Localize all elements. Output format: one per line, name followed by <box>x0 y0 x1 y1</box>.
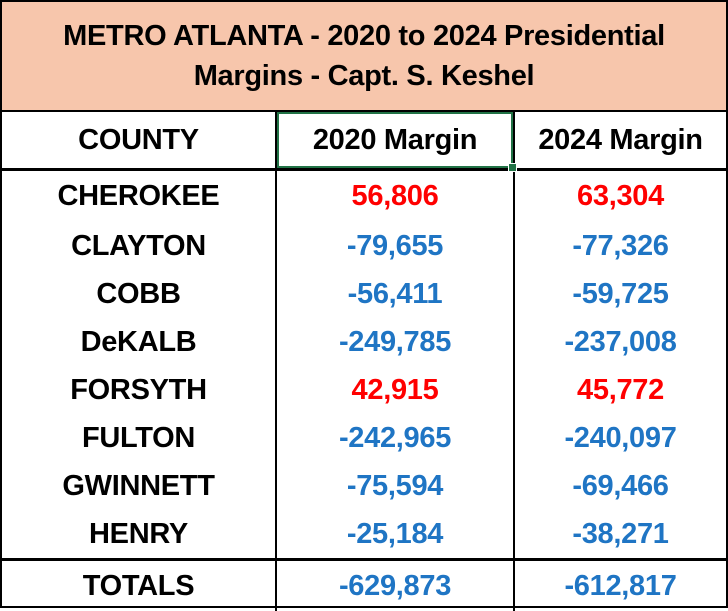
county-cell[interactable]: GWINNETT <box>2 462 276 510</box>
county-cell[interactable]: DeKALB <box>2 318 276 366</box>
county-cell[interactable]: CHEROKEE <box>2 170 276 223</box>
margin-2020-cell[interactable]: 42,915 <box>276 366 514 414</box>
table-row: CLAYTON-79,655-77,326 <box>2 222 726 270</box>
county-cell[interactable]: FULTON <box>2 414 276 462</box>
margin-2020-cell[interactable]: -79,655 <box>276 222 514 270</box>
totals-label[interactable]: TOTALS <box>2 560 276 611</box>
table-row: GWINNETT-75,594-69,466 <box>2 462 726 510</box>
margin-2020-cell[interactable]: -56,411 <box>276 270 514 318</box>
margin-2024-cell[interactable]: 63,304 <box>514 170 726 223</box>
margin-2024-cell[interactable]: -59,725 <box>514 270 726 318</box>
margin-2020-cell[interactable]: -75,594 <box>276 462 514 510</box>
fill-handle[interactable] <box>508 163 517 172</box>
table-row: DeKALB-249,785-237,008 <box>2 318 726 366</box>
table-row: COBB-56,411-59,725 <box>2 270 726 318</box>
title-line-2: Margins - Capt. S. Keshel <box>194 56 535 96</box>
header-row: COUNTY 2020 Margin 2024 Margin <box>2 112 726 170</box>
county-cell[interactable]: CLAYTON <box>2 222 276 270</box>
county-cell[interactable]: COBB <box>2 270 276 318</box>
totals-row: TOTALS -629,873 -612,817 <box>2 560 726 611</box>
table-row: FULTON-242,965-240,097 <box>2 414 726 462</box>
margin-2024-cell[interactable]: -237,008 <box>514 318 726 366</box>
totals-2024[interactable]: -612,817 <box>514 560 726 611</box>
header-2024-margin[interactable]: 2024 Margin <box>514 112 726 170</box>
table-row: HENRY-25,184-38,271 <box>2 510 726 560</box>
title-line-1: METRO ATLANTA - 2020 to 2024 Presidentia… <box>63 16 665 56</box>
margin-2020-cell[interactable]: 56,806 <box>276 170 514 223</box>
margin-2020-cell[interactable]: -242,965 <box>276 414 514 462</box>
header-2020-label: 2020 Margin <box>313 124 477 156</box>
margin-2024-cell[interactable]: -69,466 <box>514 462 726 510</box>
margin-2020-cell[interactable]: -249,785 <box>276 318 514 366</box>
margin-2024-cell[interactable]: -38,271 <box>514 510 726 560</box>
margin-2024-cell[interactable]: -77,326 <box>514 222 726 270</box>
header-county[interactable]: COUNTY <box>2 112 276 170</box>
county-cell[interactable]: FORSYTH <box>2 366 276 414</box>
header-2020-margin[interactable]: 2020 Margin <box>276 112 514 170</box>
margin-2020-cell[interactable]: -25,184 <box>276 510 514 560</box>
margin-2024-cell[interactable]: 45,772 <box>514 366 726 414</box>
totals-2020[interactable]: -629,873 <box>276 560 514 611</box>
county-cell[interactable]: HENRY <box>2 510 276 560</box>
title-banner[interactable]: METRO ATLANTA - 2020 to 2024 Presidentia… <box>2 2 726 112</box>
margin-2024-cell[interactable]: -240,097 <box>514 414 726 462</box>
